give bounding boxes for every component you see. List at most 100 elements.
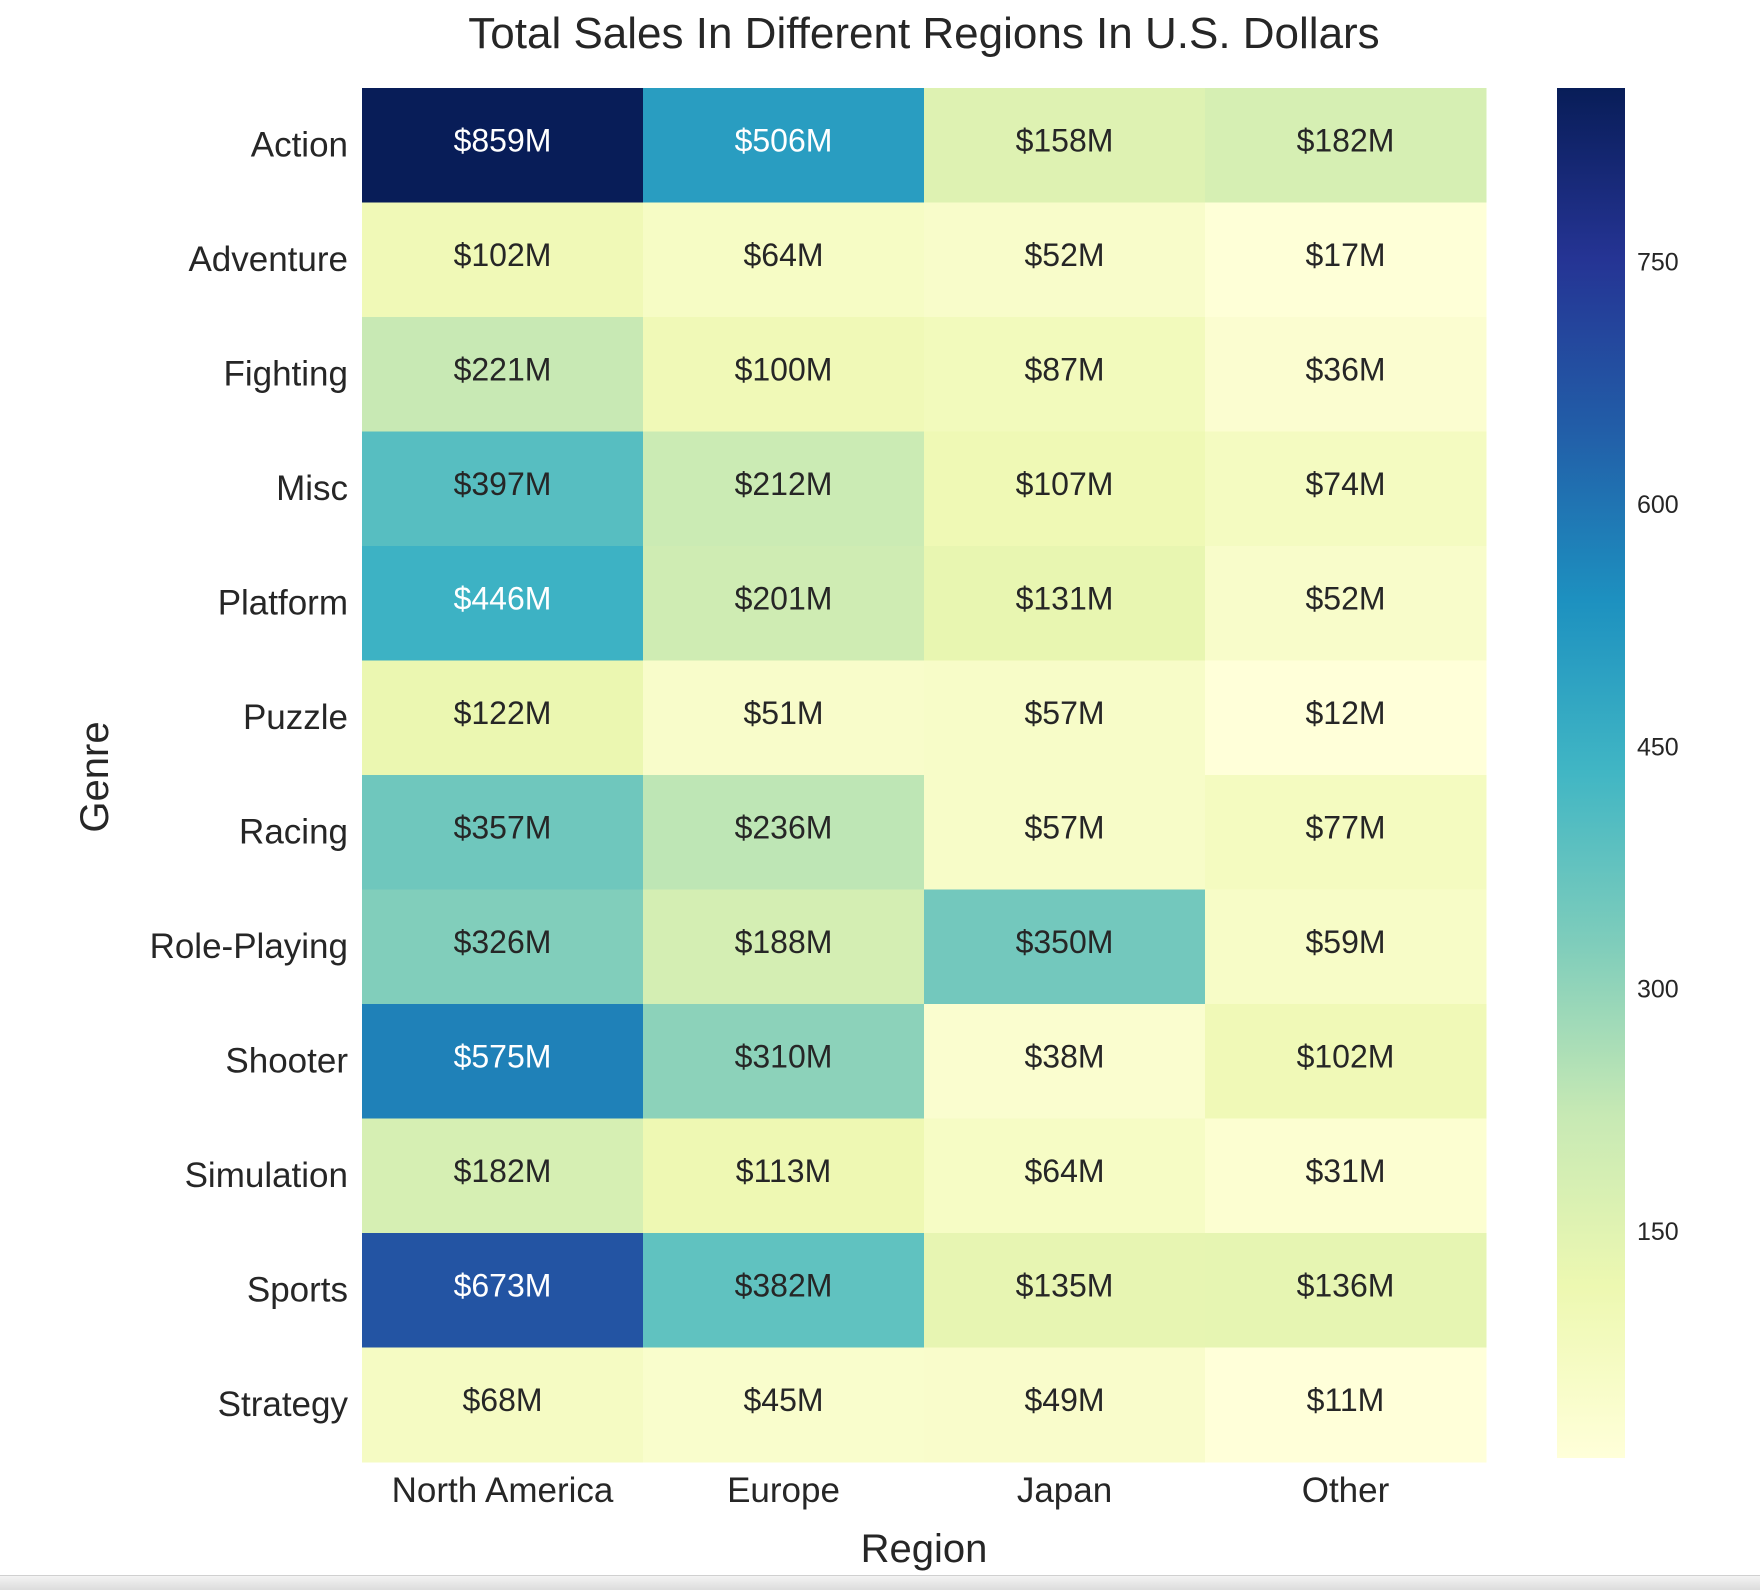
heatmap-cell — [362, 775, 644, 890]
cell-value-label: $446M — [454, 581, 552, 617]
heatmap-cell — [1205, 88, 1487, 203]
cell-value-label: $100M — [735, 352, 833, 388]
heatmap-cells — [362, 88, 1487, 1463]
cell-value-label: $52M — [1024, 237, 1104, 273]
cell-value-label: $38M — [1024, 1039, 1104, 1075]
heatmap-cell — [643, 1004, 925, 1119]
cell-value-label: $64M — [743, 237, 823, 273]
heatmap-cell — [924, 1118, 1206, 1234]
colorbar-tick-label: 600 — [1637, 491, 1679, 519]
cell-value-label: $310M — [735, 1039, 833, 1075]
cell-value-label: $136M — [1297, 1268, 1395, 1304]
cell-value-label: $326M — [454, 924, 552, 960]
heatmap-cell — [1205, 1004, 1487, 1119]
heatmap-cell — [1205, 546, 1487, 661]
cell-value-label: $11M — [1307, 1382, 1385, 1418]
heatmap-cell — [362, 317, 644, 432]
heatmap-cell — [362, 889, 644, 1005]
heatmap-cell — [643, 202, 925, 318]
heatmap-cell — [924, 1233, 1206, 1348]
cell-value-label: $74M — [1305, 466, 1385, 502]
y-tick-label: Sports — [247, 1271, 348, 1310]
colorbar-gradient — [1557, 88, 1625, 1458]
cell-value-label: $131M — [1016, 581, 1114, 617]
cell-value-label: $201M — [735, 581, 833, 617]
heatmap-cell-labels: $859M $506M $158M $182M $102M $64M $52M $17M $22… — [454, 123, 1395, 1419]
heatmap-cell — [362, 1004, 644, 1119]
cell-value-label: $221M — [454, 352, 552, 388]
y-tick-labels: Action Adventure Fighting Misc Platform Puzzl… — [150, 126, 349, 1425]
colorbar: 150 300 450 600 750 — [1557, 88, 1679, 1458]
heatmap-cell — [643, 546, 925, 661]
cell-value-label: $382M — [735, 1268, 833, 1304]
heatmap-cell — [924, 1004, 1206, 1119]
cell-value-label: $350M — [1016, 924, 1114, 960]
heatmap-cell — [362, 431, 644, 547]
cell-value-label: $36M — [1305, 352, 1385, 388]
x-tick-label: Europe — [727, 1471, 840, 1510]
heatmap-cell — [362, 1233, 644, 1348]
cell-value-label: $17M — [1305, 237, 1385, 273]
y-tick-label: Racing — [239, 813, 348, 852]
heatmap-cell — [924, 431, 1206, 547]
heatmap-cell — [643, 1347, 925, 1463]
cell-value-label: $57M — [1024, 695, 1104, 731]
cell-value-label: $506M — [735, 123, 833, 159]
heatmap-cell — [362, 202, 644, 318]
y-tick-label: Adventure — [188, 240, 348, 279]
x-tick-labels: North America Europe Japan Other — [392, 1471, 1390, 1510]
cell-value-label: $77M — [1305, 810, 1385, 846]
heatmap-cell — [362, 1347, 644, 1463]
x-tick-label: Other — [1302, 1471, 1390, 1510]
cell-value-label: $49M — [1024, 1382, 1104, 1418]
cell-value-label: $87M — [1024, 352, 1104, 388]
heatmap-cell — [643, 317, 925, 432]
cell-value-label: $859M — [454, 123, 552, 159]
heatmap-cell — [362, 660, 644, 776]
colorbar-tick-label: 750 — [1637, 249, 1679, 277]
cell-value-label: $158M — [1016, 123, 1114, 159]
cell-value-label: $102M — [1297, 1039, 1395, 1075]
y-tick-label: Action — [251, 126, 348, 165]
y-tick-label: Fighting — [223, 355, 348, 394]
heatmap-cell — [1205, 1347, 1487, 1463]
heatmap-cell — [1205, 775, 1487, 890]
heatmap-cell — [362, 546, 644, 661]
window-bottom-edge — [0, 1575, 1760, 1590]
cell-value-label: $135M — [1016, 1268, 1114, 1304]
chart-title: Total Sales In Different Regions In U.S.… — [468, 9, 1379, 58]
heatmap-cell — [362, 1118, 644, 1234]
cell-value-label: $52M — [1305, 581, 1385, 617]
cell-value-label: $68M — [462, 1382, 542, 1418]
cell-value-label: $102M — [454, 237, 552, 273]
cell-value-label: $57M — [1024, 810, 1104, 846]
cell-value-label: $182M — [454, 1153, 552, 1189]
y-tick-label: Role-Playing — [150, 927, 348, 966]
cell-value-label: $188M — [735, 924, 833, 960]
y-tick-label: Strategy — [218, 1385, 349, 1424]
x-tick-label: North America — [392, 1471, 614, 1510]
cell-value-label: $397M — [454, 466, 552, 502]
colorbar-tick-label: 300 — [1637, 976, 1679, 1004]
cell-value-label: $212M — [735, 466, 833, 502]
x-tick-label: Japan — [1017, 1471, 1112, 1510]
heatmap-cell — [924, 660, 1206, 776]
heatmap-cell — [1205, 1118, 1487, 1234]
heatmap-cell — [643, 1233, 925, 1348]
cell-value-label: $107M — [1016, 466, 1114, 502]
heatmap-cell — [643, 775, 925, 890]
y-tick-label: Misc — [276, 469, 348, 508]
cell-value-label: $59M — [1305, 924, 1385, 960]
cell-value-label: $673M — [454, 1268, 552, 1304]
heatmap-cell — [643, 660, 925, 776]
heatmap-cell — [643, 88, 925, 203]
cell-value-label: $575M — [454, 1039, 552, 1075]
y-tick-label: Simulation — [185, 1156, 348, 1195]
colorbar-tick-label: 150 — [1637, 1218, 1679, 1246]
heatmap-cell — [1205, 317, 1487, 432]
cell-value-label: $122M — [454, 695, 552, 731]
cell-value-label: $45M — [743, 1382, 823, 1418]
cell-value-label: $236M — [735, 810, 833, 846]
heatmap-cell — [1205, 202, 1487, 318]
